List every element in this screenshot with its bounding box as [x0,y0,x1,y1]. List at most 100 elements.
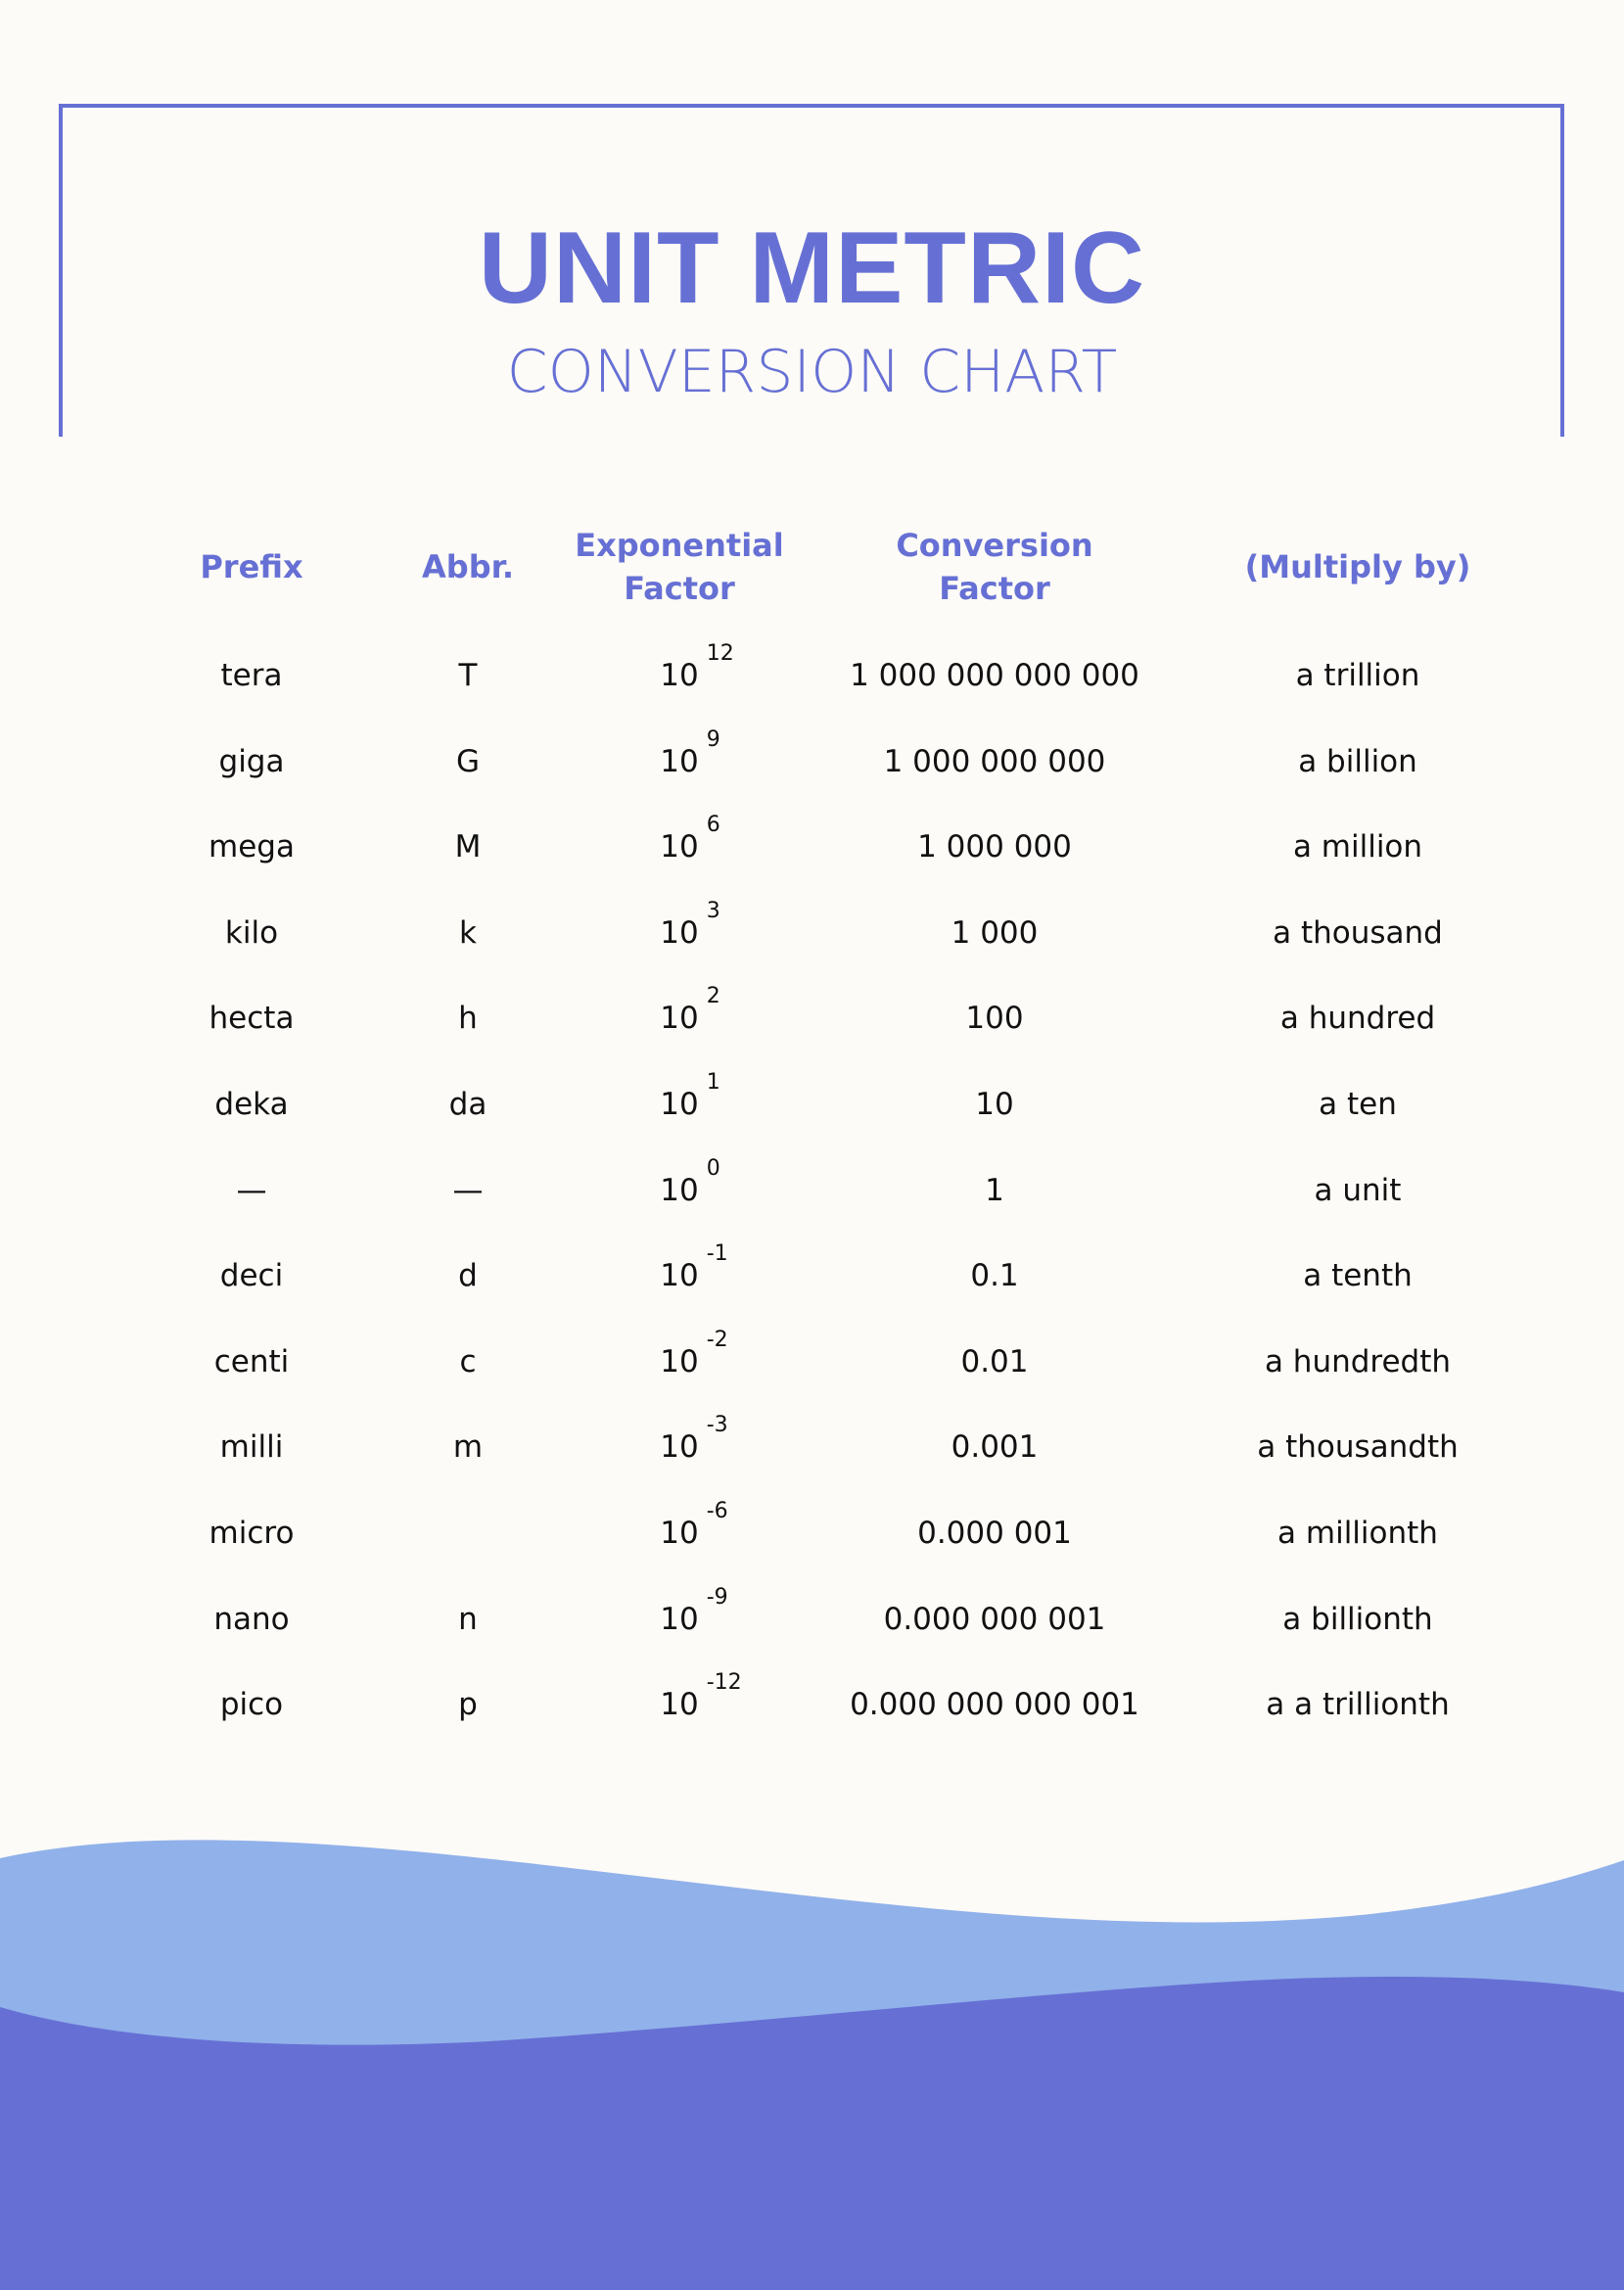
table-cell-abbr: k [459,914,477,951]
table-cell-prefix: tera [220,658,283,693]
exp-power: 6 [706,813,720,838]
table-cell-factor: 100 [965,1001,1024,1037]
table-cell-exp: 10 1 [474,1070,885,1124]
table-cell-prefix: hecta [209,1001,295,1037]
table-cell-exp: 10 -3 [474,1413,885,1467]
exp-power: 1 [706,1070,720,1095]
table-cell-multiply: a billion [1298,743,1417,779]
exp-power: 9 [706,726,720,752]
table-cell-abbr: c [459,1343,477,1379]
table-cell-factor: 10 [975,1087,1014,1122]
table-cell-multiply: a ten [1319,1087,1397,1122]
table-cell-exp: 10 -1 [474,1241,885,1295]
exp-base: 10 [660,1429,699,1466]
table-cell-abbr: d [458,1258,478,1294]
table-cell-exp: 10 6 [474,813,885,866]
table-cell-exp: 10 2 [474,984,885,1038]
exp-base: 10 [660,1258,699,1294]
table-cell-factor: 0.1 [970,1258,1019,1294]
table-cell-multiply: a trillion [1295,658,1420,693]
table-cell-exp: 10 0 [474,1156,885,1210]
table-cell-exp: 10 -12 [474,1670,885,1724]
table-cell-abbr: da [448,1087,487,1122]
table-cell-factor: 0.000 000 000 001 [850,1687,1139,1723]
column-header: Abbr. [422,548,514,585]
table-cell-prefix: deka [214,1087,289,1122]
table-cell-multiply: a a trillionth [1266,1687,1450,1723]
table-cell-factor: 0.000 000 001 [883,1601,1106,1637]
table-cell-factor: 0.001 [951,1429,1039,1466]
exp-base: 10 [660,1172,699,1208]
table-cell-exp: 10 -9 [474,1585,885,1639]
table-cell-exp: 10 9 [474,727,885,781]
table-cell-prefix: mega [209,829,295,865]
exp-power: -9 [706,1584,728,1610]
table-cell-multiply: a thousand [1273,914,1443,951]
table-cell-prefix: milli [219,1429,284,1466]
table-cell-abbr: h [458,1001,478,1037]
table-cell-multiply: a tenth [1303,1258,1413,1294]
table-cell-multiply: a millionth [1277,1516,1438,1551]
exp-power: -3 [706,1413,728,1438]
table-cell-prefix: pico [219,1687,284,1723]
table-cell-multiply: a billionth [1282,1601,1433,1637]
table-cell-abbr: m [452,1429,484,1466]
exp-power: -6 [706,1499,728,1523]
table-cell-prefix: kilo [224,914,279,951]
title-frame [59,104,1564,437]
exp-power: 2 [706,984,720,1009]
table-cell-factor: 0.01 [960,1343,1029,1379]
page-title: UNIT METRIC [478,211,1146,325]
exp-base: 10 [660,1601,699,1637]
exp-base: 10 [660,914,699,951]
exp-base: 10 [660,658,699,693]
table-cell-abbr: T [458,658,478,693]
table-cell-prefix: centi [213,1343,290,1379]
table-cell-prefix: giga [218,743,285,779]
exp-base: 10 [660,1516,699,1551]
table-cell-exp: 10 -6 [474,1499,885,1553]
exp-power: -12 [706,1670,742,1696]
exp-power: 12 [706,641,734,666]
column-header: (Multiply by) [1244,548,1471,585]
table-cell-abbr: n [458,1601,478,1637]
exp-base: 10 [660,1343,699,1379]
table-cell-prefix: nano [213,1601,290,1637]
exp-base: 10 [660,1087,699,1122]
exp-power: 0 [706,1155,720,1181]
table-cell-exp: 10 -2 [474,1328,885,1381]
table-cell-factor: 0.000 001 [917,1516,1072,1551]
exp-base: 10 [660,829,699,865]
exp-power: -1 [706,1241,728,1267]
table-cell-abbr: G [455,743,481,779]
table-cell-multiply: a unit [1314,1172,1402,1208]
column-header: Exponential Factor [575,527,784,607]
page-subtitle: CONVERSION CHART [506,338,1118,406]
exp-power: -2 [706,1327,728,1352]
table-cell-factor: 1 [985,1172,1004,1208]
table-cell-factor: 1 000 [951,914,1039,951]
table-cell-factor: 1 000 000 [917,829,1072,865]
table-cell-factor: 1 000 000 000 [883,743,1106,779]
table-cell-multiply: a thousandth [1257,1429,1459,1466]
decorative-waves [0,1840,1624,2290]
table-cell-prefix: — [236,1172,267,1208]
table-cell-abbr: — [452,1172,484,1208]
exp-base: 10 [660,1001,699,1037]
exp-power: 3 [706,898,720,923]
table-cell-multiply: a million [1292,829,1423,865]
table-cell-multiply: a hundred [1279,1001,1436,1037]
table-cell-abbr: p [458,1687,478,1723]
table-cell-abbr: M [454,829,482,865]
exp-base: 10 [660,743,699,779]
exp-base: 10 [660,1687,699,1723]
table-cell-prefix: deci [219,1258,284,1294]
table-cell-prefix: micro [209,1516,295,1551]
table-cell-multiply: a hundredth [1264,1343,1452,1379]
table-cell-exp: 10 3 [474,899,885,953]
column-header: Conversion Factor [896,527,1093,607]
table-cell-factor: 1 000 000 000 000 [850,658,1139,693]
dark-wave [0,1977,1624,2290]
column-header: Prefix [200,548,303,585]
table-cell-exp: 10 12 [474,641,885,695]
